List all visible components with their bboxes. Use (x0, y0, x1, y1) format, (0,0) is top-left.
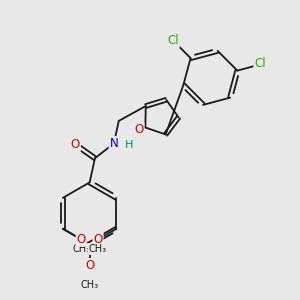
Text: O: O (134, 123, 143, 136)
Text: O: O (76, 233, 86, 246)
Text: O: O (85, 259, 94, 272)
Text: CH₃: CH₃ (72, 244, 91, 254)
Text: Cl: Cl (167, 34, 179, 47)
Text: CH₃: CH₃ (89, 244, 107, 254)
Text: H: H (125, 140, 134, 150)
Text: O: O (93, 233, 103, 246)
Text: N: N (110, 137, 118, 150)
Text: Cl: Cl (254, 57, 266, 70)
Text: CH₃: CH₃ (81, 280, 99, 290)
Text: O: O (71, 138, 80, 151)
